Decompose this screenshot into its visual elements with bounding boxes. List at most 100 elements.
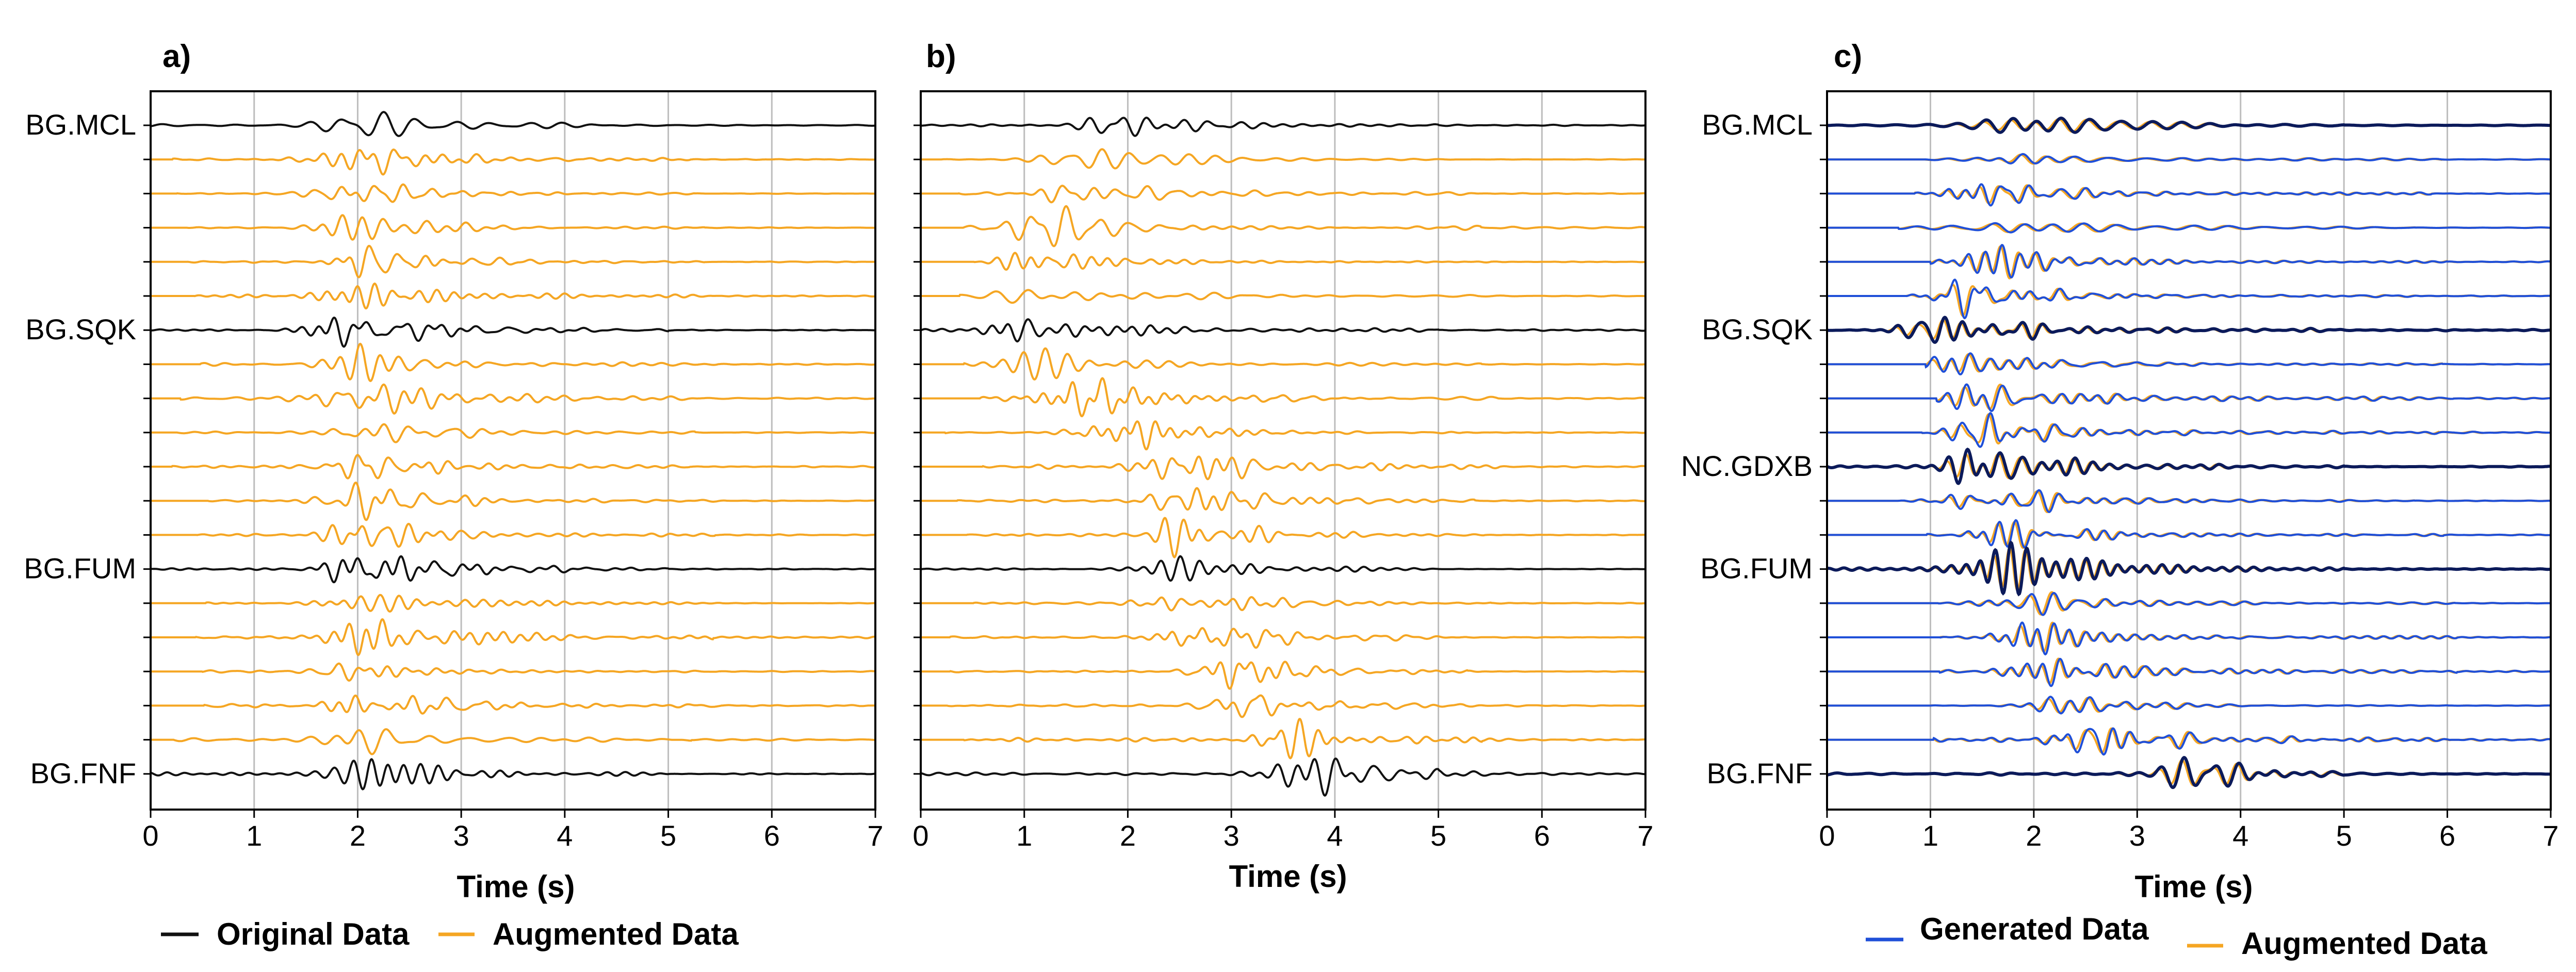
x-tick-label: 5 (2336, 819, 2352, 852)
augmented-trace (151, 244, 876, 278)
augmented-trace (921, 487, 1645, 512)
x-tick-label: 5 (660, 819, 676, 852)
generated-trace (1827, 243, 2551, 278)
original-trace (150, 758, 876, 790)
panel-c-label: c) (1834, 39, 1862, 74)
x-tick-label: 0 (142, 819, 158, 852)
augmented-trace (921, 185, 1645, 204)
station-label: BG.SQK (1702, 313, 1813, 345)
augmented-trace (151, 183, 875, 203)
augmented-trace (921, 148, 1646, 170)
x-tick-label: 6 (764, 819, 780, 852)
x-tick-label: 0 (912, 819, 928, 852)
augmented-trace (921, 694, 1646, 718)
original-trace (150, 316, 876, 348)
panel-c-xlabel: Time (s) (2135, 869, 2253, 904)
x-tick-label: 2 (2026, 819, 2042, 852)
augmented-trace (151, 383, 875, 415)
original-trace (1827, 540, 2551, 597)
x-tick-label: 1 (1016, 819, 1032, 852)
x-tick-label: 2 (350, 819, 366, 852)
axes-frame (1826, 90, 2552, 811)
legend-a-original-label: Original Data (217, 917, 410, 951)
station-label: NC.GDXB (1681, 450, 1813, 482)
generated-trace (1827, 727, 2551, 756)
legend-c-generated-label: Generated Data (1920, 912, 2149, 946)
augmented-trace (151, 594, 875, 613)
original-trace (151, 555, 875, 584)
legend-c: Generated Data Augmented Data (1866, 912, 2487, 961)
panel-b-xlabel: Time (s) (1229, 859, 1347, 894)
generated-trace (1827, 383, 2551, 413)
panel-a-plot: 0 1 2 3 4 5 6 7 BG.MCL BG.SQK BG.FUM BG.FNF (24, 90, 884, 852)
augmented-trace (921, 627, 1645, 649)
augmented-trace (1827, 413, 2551, 445)
station-label: BG.MCL (1702, 108, 1813, 141)
augmented-trace (921, 252, 1646, 271)
panel-c-plot: 0 1 2 3 4 5 6 7 BG.MCL BG.SQK NC.GDXB BG.FUM BG.FNF (1681, 90, 2559, 852)
augmented-trace (151, 662, 876, 682)
augmented-trace (151, 423, 876, 443)
augmented-trace (921, 289, 1645, 304)
augmented-trace (151, 694, 875, 715)
augmented-trace (921, 377, 1646, 418)
station-label: BG.SQK (25, 313, 136, 345)
original-trace (920, 555, 1645, 582)
original-trace (920, 318, 1646, 343)
legend-a: Original Data Augmented Data (161, 917, 739, 951)
x-tick-label: 7 (2542, 819, 2558, 852)
x-tick-label: 7 (867, 819, 883, 852)
station-label: BG.FNF (1707, 757, 1813, 789)
x-tick-label: 5 (1430, 819, 1446, 852)
x-tick-label: 6 (1534, 819, 1550, 852)
panel-b-plot: 0 1 2 3 4 5 6 7 (912, 90, 1654, 852)
augmented-trace (921, 517, 1645, 559)
original-trace (920, 757, 1646, 797)
station-label: BG.FNF (30, 757, 136, 789)
augmented-trace (151, 728, 876, 755)
generated-trace (1827, 183, 2551, 207)
original-trace (1827, 755, 2551, 789)
x-tick-label: 7 (1637, 819, 1653, 852)
axes-frame (920, 90, 1646, 811)
generated-trace (1827, 519, 2551, 549)
panel-a-xlabel: Time (s) (457, 869, 575, 904)
x-tick-label: 4 (557, 819, 573, 852)
station-label: BG.MCL (25, 108, 136, 141)
augmented-trace (151, 454, 876, 480)
original-trace (1826, 448, 2551, 485)
generated-trace (1827, 657, 2551, 687)
generated-trace (1827, 696, 2551, 715)
legend-a-augmented-label: Augmented Data (493, 917, 739, 951)
original-trace (1827, 316, 2551, 344)
panel-a-label: a) (162, 39, 191, 74)
x-tick-label: 3 (1224, 819, 1240, 852)
generated-trace (1827, 591, 2551, 616)
panel-b-label: b) (926, 39, 956, 74)
augmented-trace (921, 455, 1646, 481)
generated-trace (1827, 411, 2551, 448)
generated-trace (1827, 153, 2551, 165)
generated-trace (1827, 489, 2551, 514)
axes-frame (150, 90, 876, 811)
augmented-trace (151, 481, 876, 521)
x-tick-label: 6 (2439, 819, 2455, 852)
station-label: BG.FUM (24, 552, 136, 585)
generated-trace (1827, 278, 2551, 320)
augmented-trace (151, 149, 875, 176)
augmented-trace (921, 205, 1646, 248)
augmented-trace (921, 347, 1646, 381)
original-trace (921, 117, 1646, 137)
original-trace (150, 111, 875, 137)
x-tick-label: 4 (1327, 819, 1343, 852)
augmented-trace (921, 420, 1646, 451)
augmented-trace (151, 342, 876, 383)
augmented-trace (151, 522, 875, 548)
generated-trace (1827, 222, 2551, 234)
original-trace (1827, 117, 2551, 134)
augmented-trace (921, 661, 1645, 690)
x-tick-label: 1 (1922, 819, 1938, 852)
x-tick-label: 4 (2232, 819, 2248, 852)
augmented-trace (921, 718, 1646, 760)
